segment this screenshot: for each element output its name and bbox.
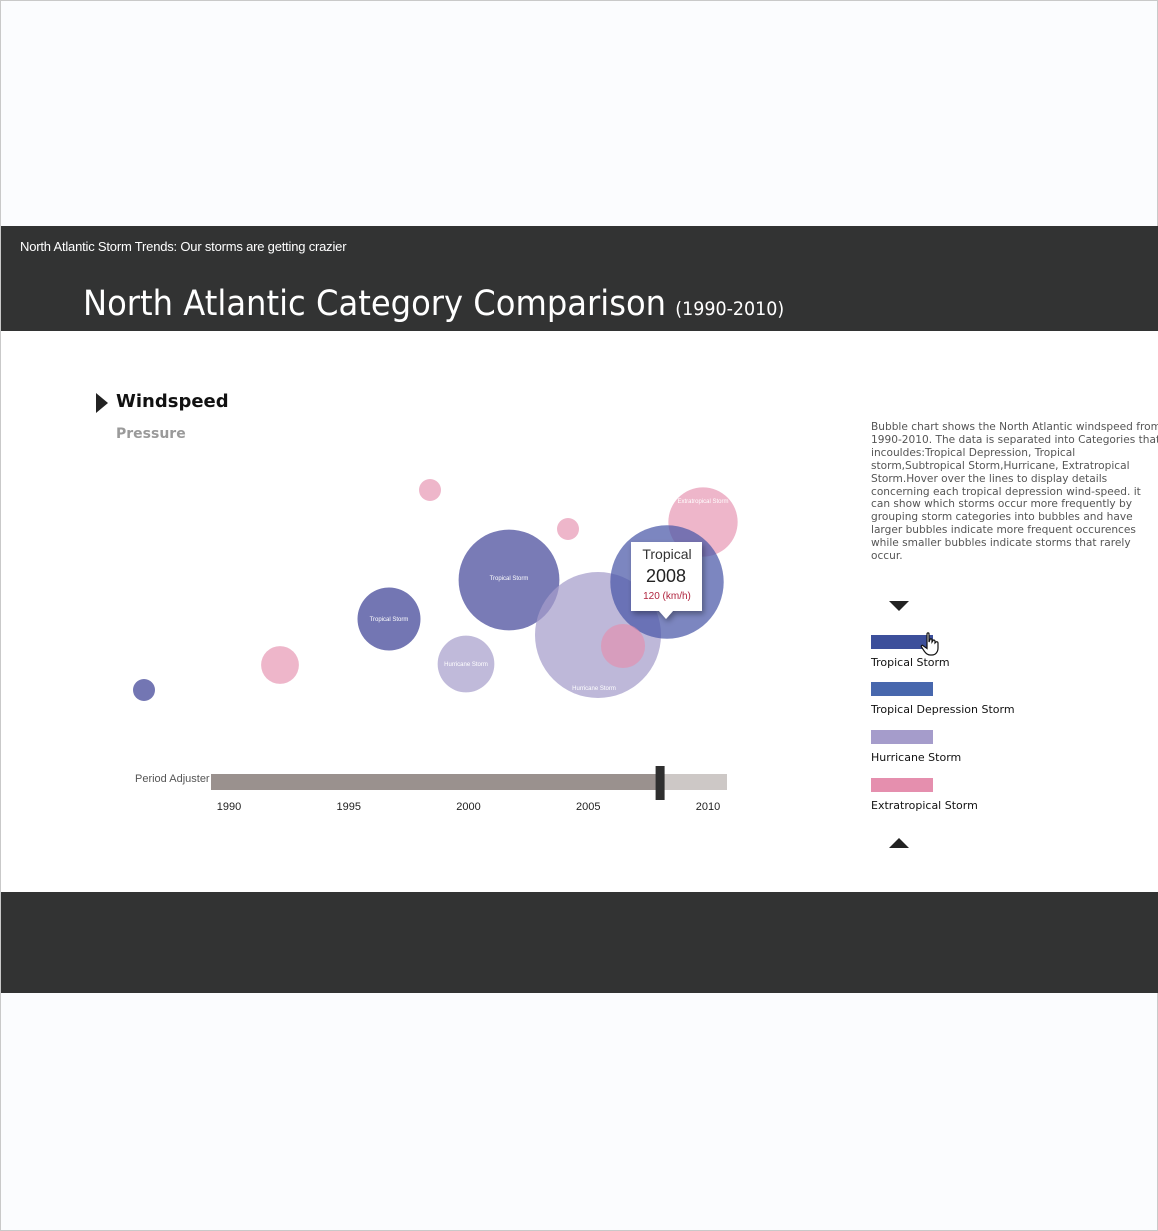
- legend-swatch: [871, 730, 933, 744]
- bubble-extratropical[interactable]: [557, 518, 579, 540]
- hand-cursor-icon: [920, 632, 939, 656]
- page-title: North Atlantic Category Comparison (1990-…: [83, 284, 784, 324]
- slider-tick-label: 1995: [337, 801, 361, 813]
- page-title-text: North Atlantic Category Comparison: [83, 284, 667, 324]
- bubble-extratropical[interactable]: [419, 479, 441, 501]
- page-subtitle: (1990-2010): [675, 298, 785, 320]
- bubble-hurricane[interactable]: [437, 635, 495, 693]
- legend-label: Tropical Depression Storm: [871, 703, 1015, 716]
- legend-swatch: [871, 778, 933, 792]
- main-content: Windspeed Pressure Tropical Storm Hurrica…: [1, 331, 1158, 893]
- slider-handle[interactable]: [655, 766, 665, 800]
- legend-label: Tropical Storm: [871, 656, 950, 669]
- legend-item-hurricane[interactable]: Hurricane Storm: [871, 730, 961, 764]
- active-metric-arrow-icon: [96, 393, 108, 413]
- legend-label: Extratropical Storm: [871, 799, 978, 812]
- legend-swatch: [871, 682, 933, 696]
- legend-item-tropical-storm[interactable]: Tropical Storm: [871, 635, 950, 669]
- bubble-label: Hurricane Storm: [572, 686, 616, 692]
- legend-label: Hurricane Storm: [871, 751, 962, 764]
- slider-label: Period Adjuster: [135, 773, 210, 785]
- legend-scroll-down-icon[interactable]: [889, 601, 909, 611]
- bubble-chart: Tropical Storm Hurricane Storm Tropical St…: [133, 479, 738, 813]
- legend-item-extratropical[interactable]: Extratropical Storm: [871, 778, 978, 812]
- slider-fill: [211, 774, 661, 790]
- metric-pressure[interactable]: Pressure: [116, 426, 186, 442]
- period-slider[interactable]: 1990 1995 2000 2005 2010: [211, 766, 727, 813]
- legend-item-tropical-depression[interactable]: Tropical Depression Storm: [871, 682, 1015, 716]
- bubble-tropical-depression[interactable]: [133, 679, 155, 701]
- app-title: North Atlantic Storm Trends: Our storms …: [20, 239, 347, 254]
- slider-ticks: 1990 1995 2000 2005 2010: [217, 801, 720, 813]
- bubble-extratropical[interactable]: [600, 623, 646, 669]
- chart-description: Bubble chart shows the North Atlantic wi…: [871, 421, 1158, 563]
- bubble-label: Tropical Storm: [370, 617, 409, 623]
- metric-windspeed[interactable]: Windspeed: [116, 391, 229, 412]
- tooltip-box: [631, 542, 702, 619]
- bubble-label: Hurricane Storm: [444, 662, 488, 668]
- bubble-tropical-storm[interactable]: [357, 587, 421, 651]
- slider-tick-label: 1990: [217, 801, 241, 813]
- slider-tick-label: 2005: [576, 801, 600, 813]
- tooltip-year: 2008: [646, 566, 686, 586]
- legend-swatch: [871, 635, 933, 649]
- tooltip-title: Tropical: [642, 546, 691, 562]
- tooltip: Tropical 2008 120 (km/h): [631, 542, 702, 619]
- tooltip-value: 120 (km/h): [643, 591, 691, 602]
- bubble-label: Tropical Storm: [490, 576, 529, 582]
- bubble-tropical-storm[interactable]: [458, 529, 560, 631]
- slider-tick-label: 2000: [456, 801, 480, 813]
- footer-bar: [1, 892, 1158, 993]
- slider-tick-label: 2010: [696, 801, 720, 813]
- bubble-label: Extratropical Storm: [677, 499, 728, 505]
- header-bar: North Atlantic Storm Trends: Our storms …: [1, 226, 1158, 331]
- bubble-extratropical[interactable]: [261, 646, 299, 684]
- legend-scroll-up-icon[interactable]: [889, 838, 909, 848]
